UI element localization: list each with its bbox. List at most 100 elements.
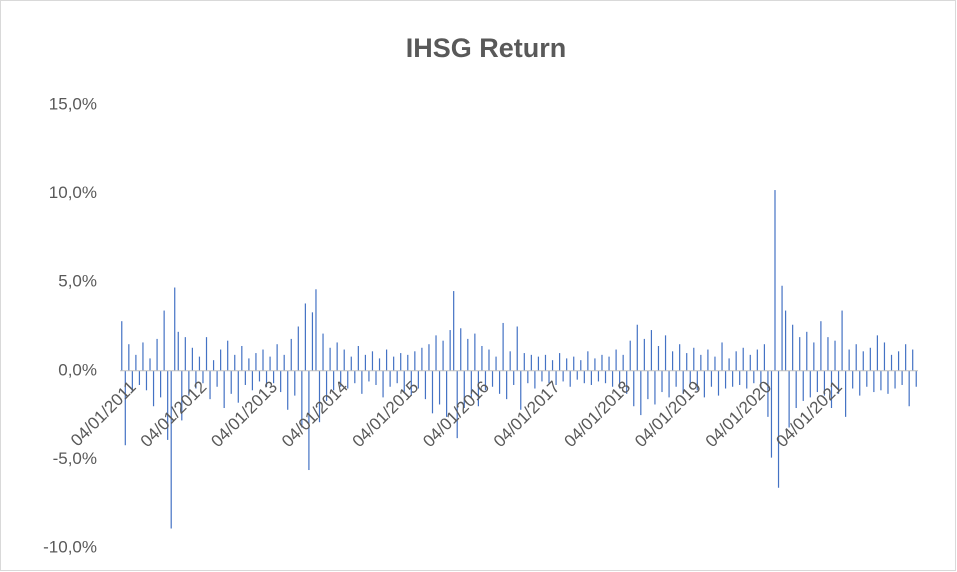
y-tick-label: 0,0% (58, 360, 97, 379)
bar (371, 351, 374, 371)
bar (770, 370, 773, 458)
bar (481, 345, 483, 371)
bar (657, 345, 660, 371)
bar (781, 285, 783, 371)
bar (608, 356, 610, 371)
bar (142, 342, 144, 371)
bar (590, 370, 592, 385)
bar (223, 370, 225, 409)
bar (880, 370, 882, 391)
bar (788, 370, 790, 428)
bar (559, 353, 561, 371)
bar (689, 370, 691, 385)
bar (671, 351, 674, 371)
bar (474, 333, 476, 371)
bar (442, 340, 444, 371)
bar (795, 370, 797, 409)
bar (294, 370, 296, 396)
bar (258, 370, 261, 382)
bar (724, 370, 727, 389)
bar (241, 345, 243, 371)
y-tick-label: 10,0% (49, 183, 97, 202)
bar (541, 370, 543, 382)
bar (883, 342, 886, 371)
bar (230, 370, 232, 394)
bar (604, 370, 607, 384)
bar (290, 338, 292, 371)
bar (467, 338, 469, 371)
bar (400, 353, 402, 371)
bar (912, 349, 914, 371)
bar (318, 370, 321, 423)
bar (696, 370, 698, 391)
y-tick-label: -5,0% (53, 449, 97, 468)
bar (753, 370, 755, 384)
bar (145, 370, 148, 391)
bar (449, 330, 451, 371)
bar (407, 354, 409, 371)
bar (735, 351, 737, 371)
bar (693, 347, 695, 371)
bar (777, 370, 780, 488)
bar (700, 354, 702, 371)
bar (643, 338, 645, 371)
bar (566, 358, 568, 371)
bar (580, 360, 582, 371)
bar (619, 370, 621, 389)
bar (852, 370, 854, 389)
bar (569, 370, 571, 387)
bar (417, 370, 419, 389)
bar (647, 370, 649, 400)
bar (506, 370, 508, 400)
bar (866, 370, 868, 387)
bar (431, 370, 434, 414)
bar (664, 335, 667, 371)
bar (530, 354, 532, 371)
bar (767, 370, 769, 417)
bar (527, 370, 529, 384)
bar (124, 370, 126, 446)
bar (908, 370, 910, 407)
bar (597, 370, 600, 382)
bar (816, 370, 818, 393)
bar (876, 335, 878, 371)
bar (280, 370, 282, 393)
bar (357, 345, 359, 371)
bar (283, 354, 285, 371)
bar (343, 349, 345, 371)
bar (269, 356, 271, 371)
bar (382, 370, 384, 398)
bar (583, 370, 585, 384)
chart-title: IHSG Return (406, 33, 567, 63)
bar (661, 370, 663, 393)
bar (156, 338, 158, 371)
bar (361, 370, 363, 394)
bar (135, 354, 137, 371)
bar (830, 370, 833, 409)
bar (742, 347, 744, 371)
bar (350, 356, 352, 371)
bar (227, 340, 229, 371)
bar (410, 370, 412, 396)
bar (216, 370, 218, 387)
bar (806, 331, 808, 371)
bar (389, 370, 391, 387)
bar (714, 356, 716, 371)
bar (548, 370, 550, 384)
bar (364, 354, 367, 371)
bar (368, 370, 370, 382)
bar (131, 370, 133, 393)
bar (311, 312, 314, 371)
bar (460, 328, 462, 371)
bar (551, 360, 554, 371)
bar (237, 370, 239, 403)
bar (544, 354, 547, 371)
bar (396, 370, 398, 384)
bar (205, 337, 208, 371)
bar (601, 354, 603, 371)
bar (375, 370, 377, 385)
bar (272, 370, 275, 384)
bar (859, 370, 861, 396)
bar (315, 289, 317, 371)
